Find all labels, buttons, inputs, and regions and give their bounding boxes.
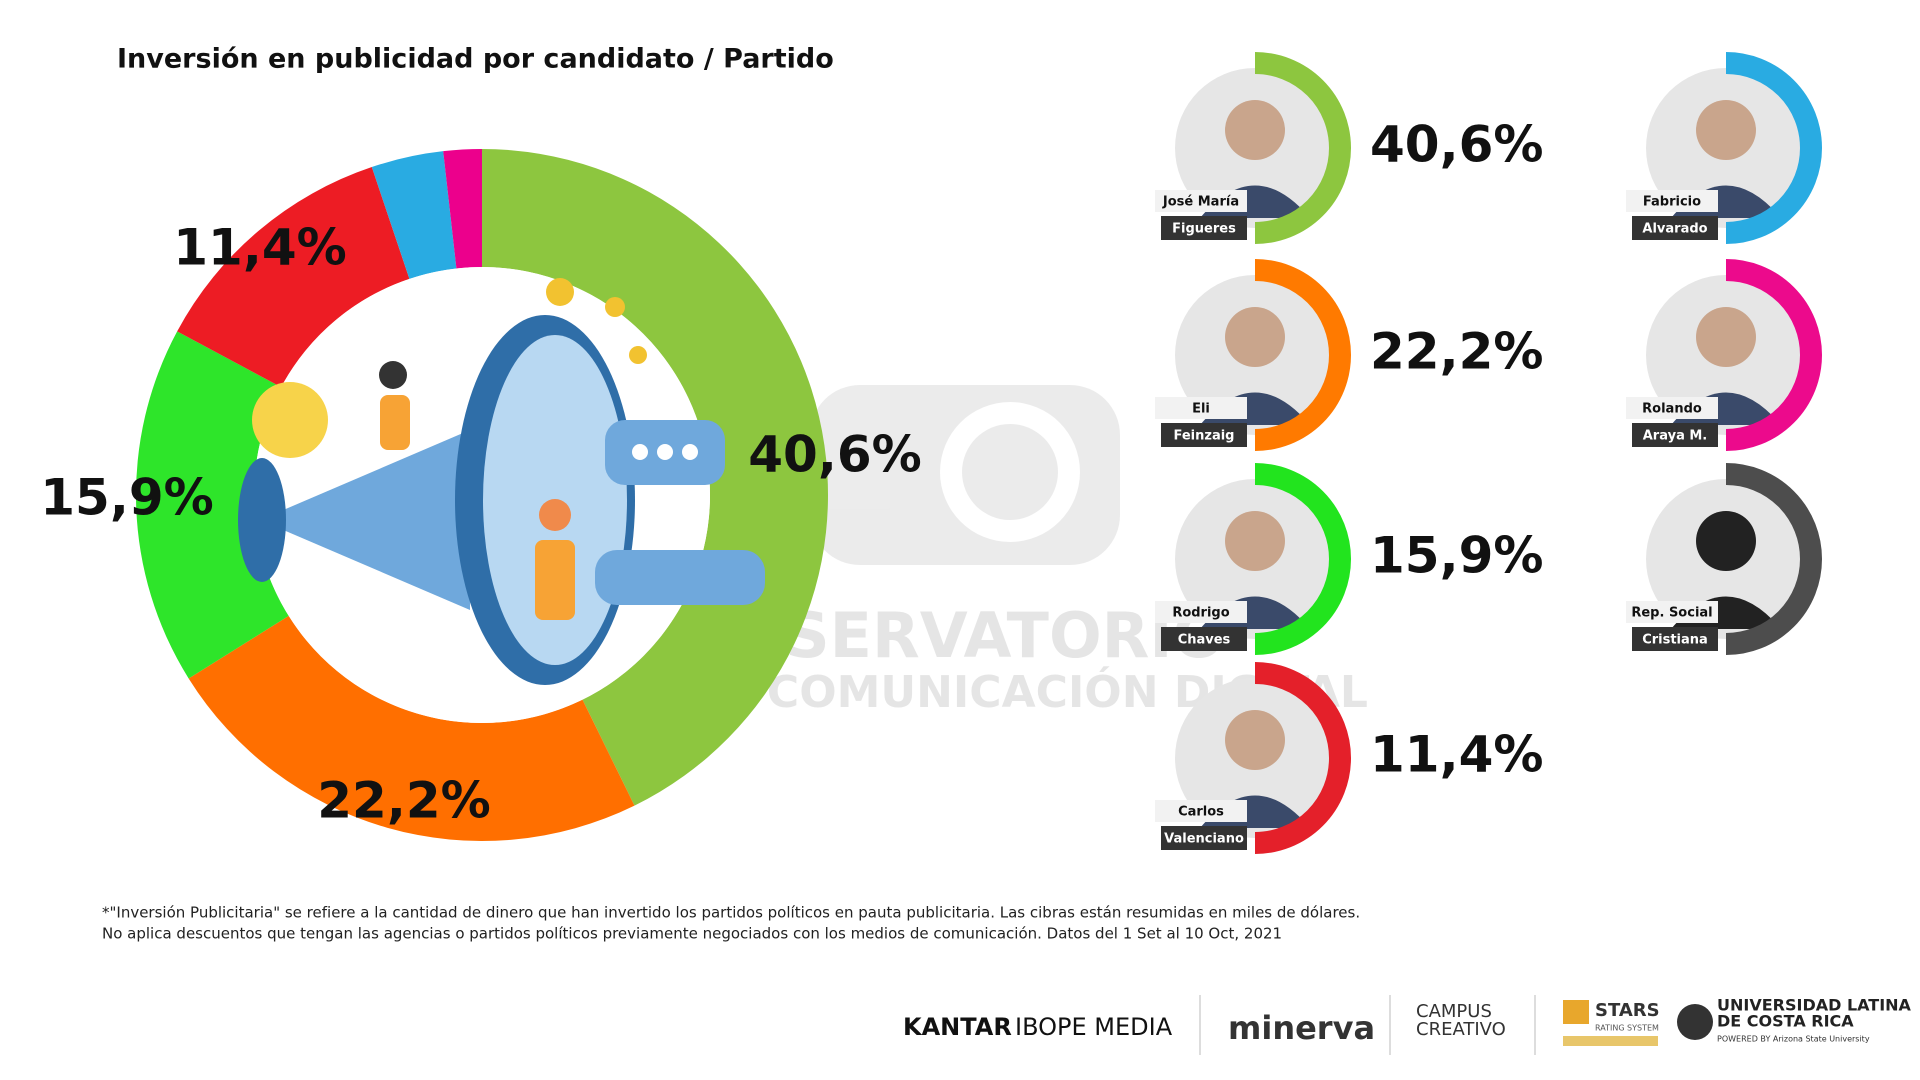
candidate-share: 40,6% bbox=[1370, 116, 1543, 174]
donut-segment bbox=[177, 167, 410, 388]
logo-campus: CREATIVO bbox=[1416, 1019, 1506, 1040]
person bbox=[380, 395, 410, 450]
star bbox=[605, 297, 625, 317]
person bbox=[535, 540, 575, 620]
avatar-head bbox=[1225, 100, 1285, 160]
donut-segment bbox=[443, 149, 482, 269]
chat-dot bbox=[682, 444, 698, 460]
watermark-shape bbox=[810, 385, 1120, 565]
chat-dot bbox=[657, 444, 673, 460]
name-tag bbox=[1161, 216, 1247, 240]
name-tag bbox=[1632, 216, 1718, 240]
illustration bbox=[238, 267, 765, 723]
logo-ibope: IBOPE MEDIA bbox=[1015, 1013, 1173, 1041]
candidate-first: Rolando bbox=[1642, 402, 1702, 417]
avatar-ring bbox=[1725, 52, 1822, 244]
candidate-share: 11,4% bbox=[1370, 726, 1543, 784]
stars-badge bbox=[1563, 1000, 1589, 1024]
megaphone-body bbox=[260, 430, 470, 610]
name-tag bbox=[1632, 627, 1718, 651]
rating-bubble bbox=[595, 550, 765, 605]
candidate-first: José María bbox=[1162, 195, 1239, 210]
avatar-head bbox=[1225, 511, 1285, 571]
donut-segment bbox=[371, 151, 457, 279]
name-tag bbox=[1632, 423, 1718, 447]
candidate-last: Figueres bbox=[1172, 222, 1236, 237]
avatar-head bbox=[1696, 307, 1756, 367]
avatar-head bbox=[1225, 710, 1285, 770]
chat-dot bbox=[632, 444, 648, 460]
candidate-last: Valenciano bbox=[1164, 832, 1244, 847]
star bbox=[546, 278, 574, 306]
avatar-ring bbox=[1725, 463, 1822, 655]
candidates: José María Figueres 40,6% Eli Feinzaig 22,2% R… bbox=[1155, 52, 1822, 854]
donut-segment bbox=[482, 149, 829, 806]
candidate-last: Cristiana bbox=[1642, 633, 1708, 648]
data-label: 15,9% bbox=[40, 469, 213, 527]
candidate-share: 15,9% bbox=[1370, 527, 1543, 585]
data-label: 40,6% bbox=[748, 426, 921, 484]
candidate-first: Rep. Social bbox=[1631, 606, 1712, 621]
person bbox=[379, 361, 407, 389]
title: Inversión en publicidad por candidato / … bbox=[117, 44, 834, 75]
stars-bar bbox=[1563, 1036, 1658, 1046]
name-tag bbox=[1161, 423, 1247, 447]
name-tag bbox=[1626, 397, 1718, 419]
watermark-shape bbox=[962, 424, 1058, 520]
candidate-first: Carlos bbox=[1178, 805, 1224, 820]
logo-stars-sub: RATING SYSTEM bbox=[1595, 1024, 1659, 1033]
donut-segment bbox=[136, 331, 289, 679]
logos: KANTAR IBOPE MEDIA minerva CAMPUS CREATI… bbox=[903, 995, 1912, 1055]
watermark-shape bbox=[940, 402, 1080, 542]
light-bulb bbox=[252, 382, 328, 458]
avatar-ring bbox=[1254, 259, 1351, 451]
name-tag bbox=[1161, 627, 1247, 651]
donut-segment bbox=[188, 615, 635, 841]
person bbox=[539, 499, 571, 531]
logo-ulatina: UNIVERSIDAD LATINA bbox=[1717, 996, 1912, 1015]
avatar-head bbox=[1225, 307, 1285, 367]
avatar-ring bbox=[1254, 52, 1351, 244]
name-tag bbox=[1155, 601, 1247, 623]
name-tag bbox=[1626, 190, 1718, 212]
candidate-last: Araya M. bbox=[1643, 429, 1708, 444]
candidate-first: Fabricio bbox=[1643, 195, 1701, 210]
data-label: 22,2% bbox=[317, 772, 490, 830]
name-tag bbox=[1626, 601, 1718, 623]
logo-stars: STARS bbox=[1595, 1000, 1660, 1021]
logo-campus: CAMPUS bbox=[1416, 1001, 1492, 1022]
logo-asu: POWERED BY Arizona State University bbox=[1717, 1035, 1870, 1044]
name-tag bbox=[1161, 826, 1247, 850]
candidate-share: 22,2% bbox=[1370, 323, 1543, 381]
name-tag bbox=[1155, 397, 1247, 419]
name-tag bbox=[1155, 800, 1247, 822]
star bbox=[629, 346, 647, 364]
footnote: *"Inversión Publicitaria" se refiere a l… bbox=[102, 904, 1360, 922]
avatar-head bbox=[1696, 100, 1756, 160]
logo-minerva: minerva bbox=[1228, 1009, 1375, 1047]
candidate-last: Feinzaig bbox=[1174, 429, 1235, 444]
donut bbox=[136, 149, 829, 841]
ulatina-globe bbox=[1677, 1004, 1713, 1040]
avatar-ring bbox=[1254, 662, 1351, 854]
footnote: No aplica descuentos que tengan las agen… bbox=[102, 925, 1282, 943]
megaphone-back bbox=[238, 458, 286, 582]
logo-kantar: KANTAR bbox=[903, 1013, 1012, 1041]
candidate-first: Eli bbox=[1192, 402, 1210, 417]
avatar-ring bbox=[1254, 463, 1351, 655]
candidate-last: Chaves bbox=[1178, 633, 1231, 648]
candidate-first: Rodrigo bbox=[1172, 606, 1229, 621]
avatar-ring bbox=[1725, 259, 1822, 451]
logo-ulatina: DE COSTA RICA bbox=[1717, 1012, 1854, 1031]
candidate-last: Alvarado bbox=[1642, 222, 1707, 237]
avatar-head bbox=[1696, 511, 1756, 571]
name-tag bbox=[1155, 190, 1247, 212]
data-label: 11,4% bbox=[173, 219, 346, 277]
